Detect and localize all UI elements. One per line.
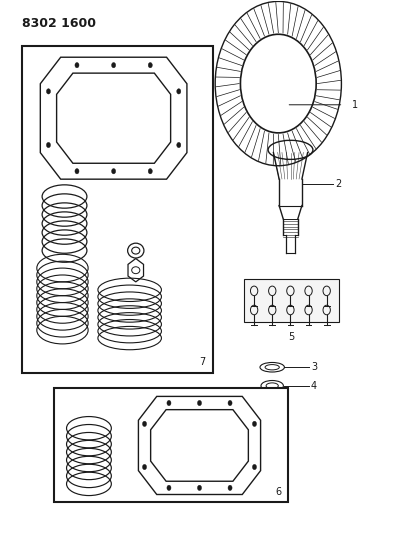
Text: 5: 5 [288, 332, 294, 342]
Circle shape [111, 168, 115, 174]
Circle shape [197, 400, 201, 406]
Circle shape [111, 62, 115, 68]
Circle shape [46, 142, 50, 148]
Circle shape [148, 168, 152, 174]
Circle shape [75, 62, 79, 68]
Text: 7: 7 [199, 357, 205, 367]
Circle shape [75, 168, 79, 174]
Circle shape [142, 464, 146, 470]
Circle shape [46, 88, 50, 94]
Circle shape [166, 485, 171, 490]
Circle shape [227, 400, 231, 406]
Text: 2: 2 [335, 179, 341, 189]
Circle shape [197, 485, 201, 490]
Circle shape [148, 62, 152, 68]
Text: 1: 1 [351, 100, 357, 110]
Bar [22, 46, 213, 373]
Circle shape [176, 88, 180, 94]
Bar [243, 279, 339, 322]
Circle shape [166, 400, 171, 406]
Text: 4: 4 [310, 381, 316, 391]
Text: 3: 3 [310, 362, 316, 372]
Text: 6: 6 [274, 487, 281, 497]
Bar [54, 389, 288, 503]
Circle shape [142, 421, 146, 426]
Circle shape [252, 464, 256, 470]
Circle shape [176, 142, 180, 148]
Text: 8302 1600: 8302 1600 [22, 17, 96, 30]
Circle shape [252, 421, 256, 426]
Circle shape [227, 485, 231, 490]
